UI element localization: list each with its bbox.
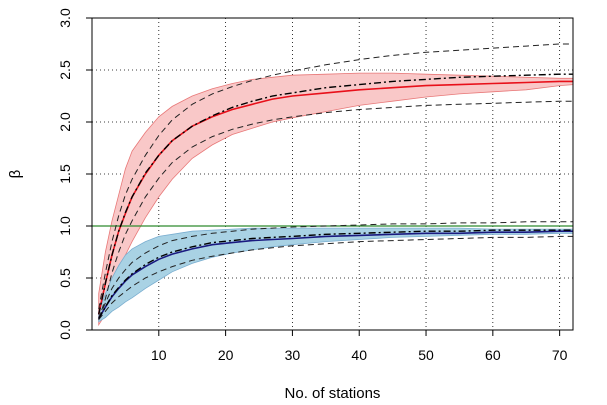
red-group-dashed-lower xyxy=(98,100,573,320)
blue-group-dashed-upper xyxy=(98,221,573,318)
y-tick-label: 0.0 xyxy=(57,320,73,340)
x-tick-label: 60 xyxy=(485,347,501,363)
y-tick-label: 1.5 xyxy=(57,164,73,184)
y-tick-label: 3.0 xyxy=(57,8,73,28)
x-tick-label: 70 xyxy=(552,347,568,363)
red-group-dashed-upper xyxy=(98,43,573,310)
x-tick-label: 10 xyxy=(151,347,167,363)
y-tick-label: 1.0 xyxy=(57,216,73,236)
y-tick-label: 0.5 xyxy=(57,268,73,288)
x-tick-label: 50 xyxy=(418,347,434,363)
line-layer xyxy=(97,43,573,320)
blue-group-mean-line xyxy=(98,230,573,320)
x-axis-label: No. of stations xyxy=(285,385,381,402)
blue-group-band xyxy=(98,227,574,323)
x-tick-label: 20 xyxy=(218,347,234,363)
blue-group-dashed-lower xyxy=(98,235,573,320)
band-layer xyxy=(98,72,574,327)
y-tick-label: 2.0 xyxy=(57,112,73,132)
red-group-dashdot-line xyxy=(98,73,573,315)
red-group-band xyxy=(98,72,574,327)
x-tick-label: 40 xyxy=(351,347,367,363)
x-tick-label: 30 xyxy=(285,347,301,363)
y-tick-label: 2.5 xyxy=(57,60,73,80)
y-axis-label: β xyxy=(7,169,24,178)
tick-layer: 10 20 30 40 50 60 70 0.0 0.5 1.0 1.5 2.0 2.5 3.0 xyxy=(57,8,568,363)
blue-group-dashdot-line xyxy=(98,229,573,319)
